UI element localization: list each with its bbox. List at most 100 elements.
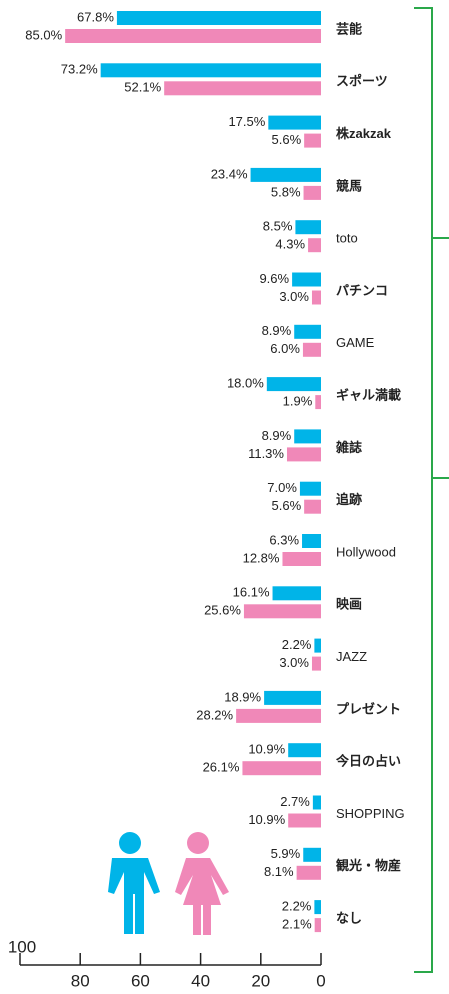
category-label: パチンコ — [336, 283, 388, 298]
bar — [250, 167, 321, 182]
category-label: スポーツ — [336, 74, 388, 89]
value-label: 3.0% — [279, 655, 309, 670]
bar — [288, 813, 321, 828]
bar — [164, 81, 321, 96]
value-label: 5.8% — [271, 184, 301, 199]
bar — [292, 272, 321, 287]
category-label: 雑誌 — [335, 440, 362, 455]
value-label: 5.6% — [272, 498, 302, 513]
value-label: 12.8% — [243, 550, 280, 565]
value-label: 85.0% — [25, 27, 62, 42]
value-label: 8.5% — [263, 219, 293, 234]
value-label: 2.2% — [282, 637, 312, 652]
x-tick-label: 20 — [251, 971, 270, 990]
bracket — [414, 7, 449, 973]
bar — [303, 847, 321, 862]
bar — [294, 429, 321, 444]
bracket-inner — [433, 237, 449, 479]
bar — [308, 238, 321, 253]
female-icon — [175, 832, 229, 935]
bar — [302, 534, 321, 548]
value-label: 11.3% — [248, 446, 284, 461]
value-label: 5.6% — [272, 132, 302, 147]
category-label: 映画 — [336, 597, 362, 612]
bar — [314, 638, 321, 653]
value-label: 8.9% — [262, 323, 292, 338]
value-label: 10.9% — [248, 742, 285, 757]
bar — [242, 761, 321, 776]
x-tick-label: 40 — [191, 971, 210, 990]
bar — [100, 63, 321, 78]
bar — [116, 11, 321, 25]
bar — [296, 865, 321, 880]
value-label: 7.0% — [267, 480, 297, 495]
bar — [302, 342, 321, 357]
x-tick-label: 100 — [8, 937, 36, 956]
male-icon — [108, 832, 160, 934]
category-label: 追跡 — [336, 492, 362, 507]
category-label: toto — [336, 231, 358, 246]
category-label: 観光・物産 — [335, 858, 401, 873]
category-label: 株zakzak — [336, 126, 392, 141]
category-label: プレゼント — [336, 701, 401, 716]
value-label: 3.0% — [279, 289, 309, 304]
bar — [315, 395, 321, 410]
bar — [236, 708, 321, 723]
bar — [65, 29, 322, 43]
category-label: Hollywood — [336, 544, 396, 559]
x-tick-label: 80 — [71, 971, 90, 990]
value-label: 2.2% — [282, 899, 312, 914]
value-label: 18.0% — [227, 376, 264, 391]
bar — [304, 133, 321, 148]
bar — [295, 220, 321, 235]
bracket-outer — [414, 7, 433, 973]
value-label: 9.6% — [259, 271, 289, 286]
value-label: 8.1% — [264, 864, 294, 879]
category-label: 今日の占い — [335, 754, 401, 769]
value-label: 6.3% — [269, 532, 299, 547]
bar — [299, 481, 321, 496]
x-tick-label: 60 — [131, 971, 150, 990]
category-label: JAZZ — [336, 649, 367, 664]
x-tick-label: 0 — [316, 971, 325, 990]
bar — [288, 743, 321, 758]
bar — [286, 447, 321, 462]
value-label: 28.2% — [196, 707, 233, 722]
value-label: 10.9% — [248, 812, 285, 827]
bar — [266, 377, 321, 392]
bar — [314, 900, 321, 915]
value-label: 73.2% — [61, 62, 98, 77]
category-label: SHOPPING — [336, 806, 405, 821]
value-label: 26.1% — [203, 760, 240, 775]
value-label: 23.4% — [211, 166, 248, 181]
bar — [303, 185, 321, 200]
value-label: 25.6% — [204, 603, 241, 618]
bar — [314, 918, 321, 933]
bar — [282, 552, 321, 566]
bar — [243, 604, 321, 619]
bar — [312, 795, 321, 810]
value-label: 18.9% — [224, 689, 261, 704]
value-label: 2.1% — [282, 917, 312, 932]
bar — [264, 690, 321, 705]
category-label: GAME — [336, 335, 375, 350]
category-label: 競馬 — [336, 178, 362, 193]
bar — [304, 499, 321, 514]
value-label: 2.7% — [280, 794, 310, 809]
bar — [311, 290, 321, 305]
value-label: 4.3% — [275, 237, 305, 252]
value-label: 17.5% — [228, 114, 265, 129]
bar — [294, 324, 321, 339]
category-label: ギャル満載 — [336, 388, 401, 403]
value-label: 67.8% — [77, 9, 114, 24]
category-label: 芸能 — [336, 21, 362, 36]
bar — [311, 656, 321, 671]
value-label: 5.9% — [271, 846, 301, 861]
value-label: 52.1% — [124, 80, 161, 95]
bar — [272, 586, 321, 601]
bar — [268, 115, 321, 130]
category-label: なし — [336, 911, 362, 926]
value-label: 6.0% — [270, 341, 300, 356]
value-label: 8.9% — [262, 428, 292, 443]
